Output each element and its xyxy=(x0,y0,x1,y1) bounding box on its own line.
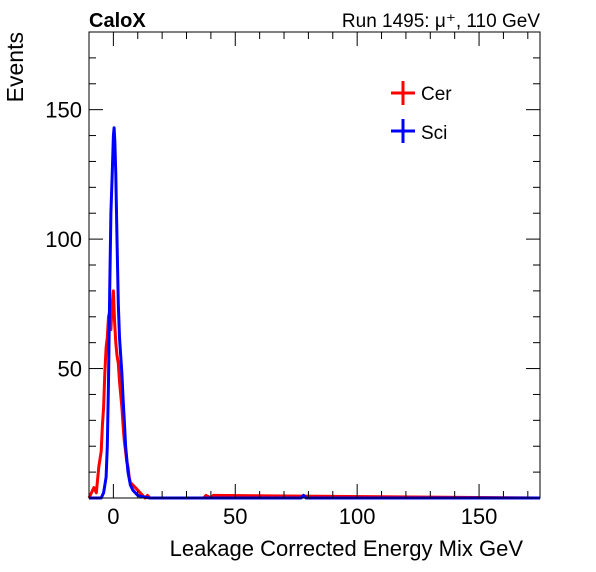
legend-item-sci: Sci xyxy=(391,119,447,144)
x-tick-label: 150 xyxy=(461,504,498,529)
x-tick-label: 50 xyxy=(223,504,247,529)
x-axis-label: Leakage Corrected Energy Mix GeV xyxy=(170,536,524,561)
chart-title-right: Run 1495: μ⁺, 110 GeV xyxy=(342,11,540,32)
legend-item-cer: Cer xyxy=(391,81,452,105)
x-tick-label: 0 xyxy=(107,504,119,529)
y-tick-label: 100 xyxy=(45,227,82,252)
y-axis-label: Events xyxy=(2,32,28,102)
legend-cer-label: Cer xyxy=(421,84,452,105)
chart-title-left: CaloX xyxy=(89,10,146,32)
y-tick-label: 50 xyxy=(58,357,82,382)
x-tick-label: 100 xyxy=(339,504,376,529)
plot-frame xyxy=(88,31,541,499)
legend-sci-label: Sci xyxy=(421,123,447,144)
y-tick-label: 150 xyxy=(45,98,82,123)
legend: Cer Sci xyxy=(391,81,452,144)
series-line-sci xyxy=(89,126,540,500)
axis-layer: 0 50 100 150 50 100 150 xyxy=(45,31,540,529)
